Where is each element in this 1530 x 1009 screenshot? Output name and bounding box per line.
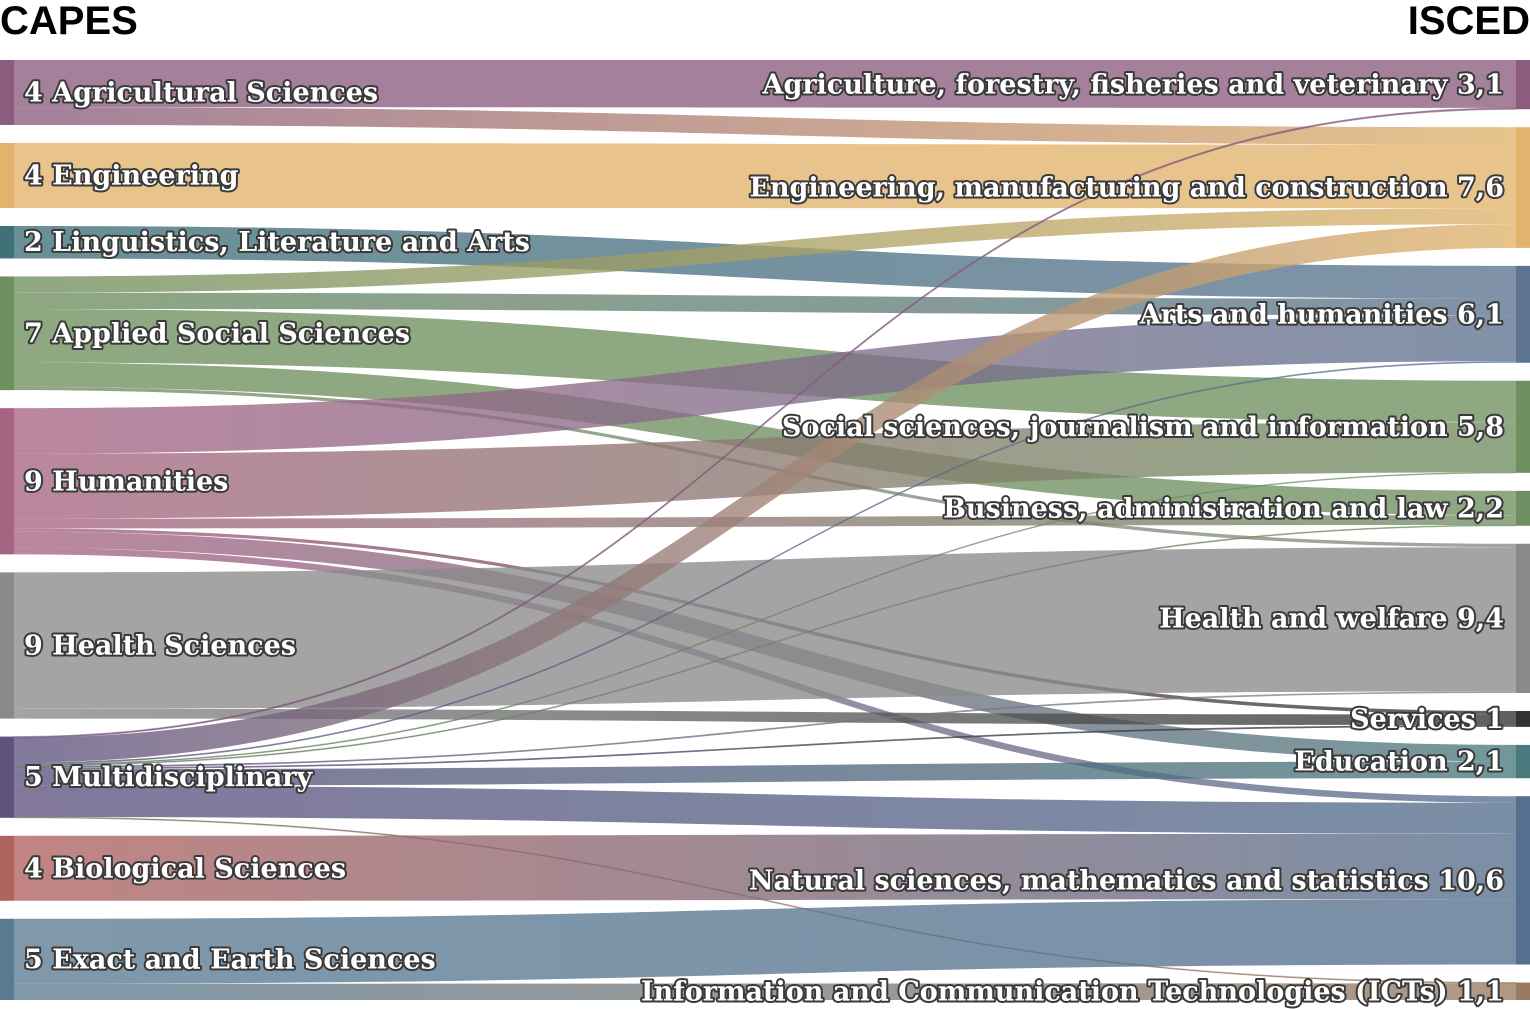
right-node-r_edu [1516, 744, 1530, 779]
left-node-label: 9 Humanities [24, 466, 228, 497]
right-node-label: Natural sciences, mathematics and statis… [749, 865, 1504, 896]
left-node-label: 4 Engineering [24, 160, 239, 191]
left-node-label: 7 Applied Social Sciences [24, 318, 410, 349]
link-agr-r_eng [14, 107, 1516, 145]
link-hea-r_ser [14, 708, 1516, 726]
labels-layer: 4 Agricultural Sciences 4 Engineering 2 Li… [22, 68, 1506, 1009]
link-ass-r_eng [14, 208, 1516, 293]
link-bio-r_nat [14, 833, 1516, 901]
left-node-bio [0, 835, 14, 901]
right-node-label: Services 1 [1350, 704, 1504, 735]
right-node-label: Education 2,1 [1294, 747, 1504, 778]
left-node-mul [0, 736, 14, 818]
link-mul-r_nat [14, 785, 1516, 834]
right-node-r_art [1516, 265, 1530, 363]
left-node-eng [0, 142, 14, 208]
right-node-r_bus [1516, 490, 1530, 526]
link-mul-r_edu [14, 761, 1516, 786]
left-node-label: 5 Multidisciplinary [24, 762, 313, 793]
link-mul-r_art [14, 361, 1516, 765]
left-column-title: CAPES [0, 0, 138, 43]
right-node-label: Health and welfare 9,4 [1159, 603, 1504, 634]
right-node-r_ict [1516, 982, 1530, 1000]
right-node-label: Information and Communication Technologi… [641, 976, 1504, 1007]
right-node-label: Engineering, manufacturing and construct… [749, 173, 1504, 204]
nodes-layer [0, 60, 1530, 1000]
link-hum-r_bus [14, 515, 1516, 529]
link-hum-r_soc [14, 422, 1516, 519]
link-hum-r_art [14, 315, 1516, 454]
left-node-label: 4 Biological Sciences [24, 853, 346, 884]
link-mul-r_hea [14, 691, 1516, 768]
right-node-label: Agriculture, forestry, fisheries and vet… [762, 70, 1505, 101]
links-layer [13, 60, 1517, 1000]
right-node-r_ser [1516, 711, 1530, 727]
link-exa-r_nat [14, 899, 1516, 984]
right-node-r_hea [1516, 543, 1530, 694]
link-eng-r_eng [14, 142, 1516, 209]
left-node-lla [0, 225, 14, 259]
left-node-label: 5 Exact and Earth Sciences [24, 944, 436, 975]
right-column-title: ISCED [1408, 0, 1530, 43]
left-node-exa [0, 918, 14, 1000]
left-node-hum [0, 408, 14, 555]
left-node-agr [0, 60, 14, 125]
link-mul-r_ser [14, 725, 1516, 770]
right-node-label: Business, administration and law 2,2 [943, 493, 1504, 524]
right-node-label: Social sciences, journalism and informat… [782, 412, 1504, 443]
left-node-hea [0, 572, 14, 719]
right-node-r_eng [1516, 127, 1530, 248]
right-node-r_agr [1516, 60, 1530, 110]
link-mul-r_soc [13, 471, 1517, 766]
link-mul-r_eng [14, 224, 1516, 763]
right-node-r_soc [1516, 380, 1530, 473]
left-node-label: 9 Health Sciences [24, 630, 296, 661]
link-exa-r_ict [14, 983, 1516, 1000]
left-node-label: 2 Linguistics, Literature and Arts [24, 227, 530, 258]
right-node-r_nat [1516, 796, 1530, 965]
left-node-ass [0, 276, 14, 391]
link-hea-r_hea [14, 547, 1516, 709]
link-agr-r_agr [14, 60, 1516, 108]
left-node-label: 4 Agricultural Sciences [24, 77, 378, 108]
right-node-label: Arts and humanities 6,1 [1139, 299, 1504, 330]
